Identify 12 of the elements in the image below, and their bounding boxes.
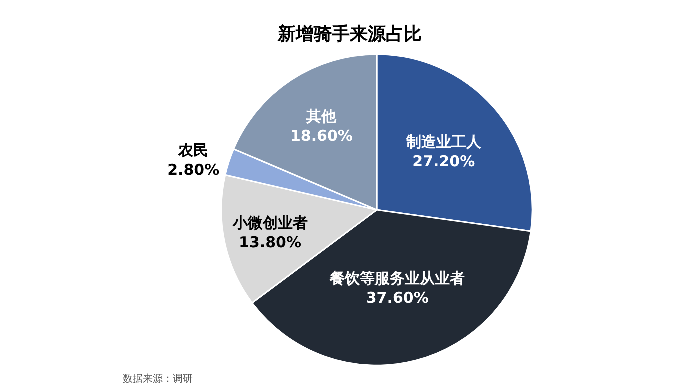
data-label: 27.20% [412, 152, 476, 171]
data-label: 18.60% [290, 127, 353, 146]
slice-label: 制造业工人 [405, 133, 482, 152]
slice-label: 农民 [178, 141, 209, 160]
data-label: 37.60% [366, 289, 429, 308]
slice-label: 小微创业者 [232, 214, 308, 232]
slice-label: 其他 [306, 108, 338, 126]
data-label: 13.80% [239, 233, 302, 252]
slice-label: 餐饮等服务业从业者 [329, 270, 466, 288]
chart-title: 新增骑手来源占比 [277, 24, 422, 45]
source-note: 数据来源：调研 [123, 373, 193, 385]
data-label: 2.80% [168, 160, 220, 179]
